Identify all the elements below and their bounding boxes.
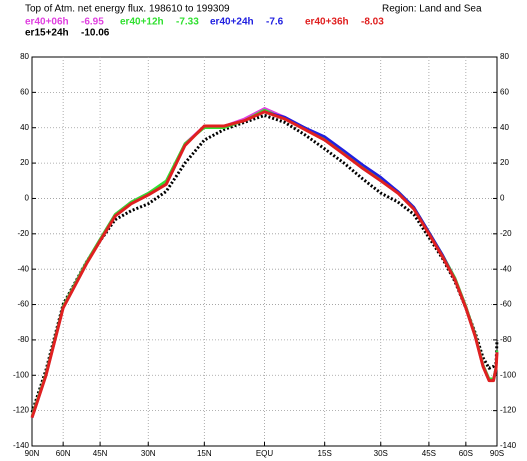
- legend-name: er40+12h: [120, 17, 164, 28]
- chart-title: Top of Atm. net energy flux. 198610 to 1…: [25, 4, 230, 15]
- y-tick-label: -80: [17, 335, 29, 344]
- y-tick-label-right: -40: [500, 264, 512, 273]
- x-tick-label: EQU: [256, 449, 274, 458]
- y-tick-label-right: -80: [500, 335, 512, 344]
- y-tick-label-right: 0: [500, 194, 505, 203]
- x-tick-label: 15S: [318, 449, 332, 458]
- x-tick-label: 90N: [25, 449, 40, 458]
- x-tick-label: 90S: [490, 449, 504, 458]
- y-tick-label-right: -20: [500, 229, 512, 238]
- y-tick-label-right: 20: [500, 158, 509, 167]
- legend-value: -7.33: [176, 17, 199, 28]
- y-tick-label: -100: [13, 370, 30, 379]
- x-tick-label: 60S: [459, 449, 473, 458]
- y-tick-label: -40: [17, 264, 29, 273]
- legend-name: er40+06h: [25, 17, 69, 28]
- y-tick-label: -60: [17, 300, 29, 309]
- legend-name: er40+36h: [305, 17, 349, 28]
- y-tick-label-right: -140: [500, 441, 517, 450]
- y-tick-label-right: -60: [500, 300, 512, 309]
- y-tick-label: 20: [20, 158, 29, 167]
- y-tick-label: -120: [13, 406, 30, 415]
- y-tick-label: 40: [20, 123, 29, 132]
- y-tick-label-right: 60: [500, 87, 509, 96]
- legend-name: er40+24h: [210, 17, 254, 28]
- x-tick-label: 30S: [374, 449, 388, 458]
- y-tick-label: 80: [20, 52, 29, 61]
- y-tick-label-right: -120: [500, 406, 517, 415]
- series-line: [30, 110, 499, 419]
- y-tick-label-right: 40: [500, 123, 509, 132]
- y-tick-label-right: -100: [500, 370, 517, 379]
- x-tick-label: 30N: [141, 449, 156, 458]
- series-line: [30, 108, 499, 417]
- y-tick-label: -140: [13, 441, 30, 450]
- legend-value: -6.95: [81, 17, 104, 28]
- x-tick-label: 45N: [93, 449, 108, 458]
- x-tick-label: 15N: [197, 449, 212, 458]
- y-tick-label-right: 80: [500, 52, 509, 61]
- y-tick-label: -20: [17, 229, 29, 238]
- y-tick-label: 0: [25, 194, 30, 203]
- legend-value: -7.6: [266, 17, 284, 28]
- legend-name: er15+24h: [25, 28, 69, 39]
- legend-value: -10.06: [81, 28, 110, 39]
- chart-subtitle: Region: Land and Sea: [382, 4, 482, 15]
- x-tick-label: 45S: [422, 449, 436, 458]
- legend-value: -8.03: [361, 17, 384, 28]
- y-tick-label: 60: [20, 87, 29, 96]
- x-tick-label: 60N: [56, 449, 71, 458]
